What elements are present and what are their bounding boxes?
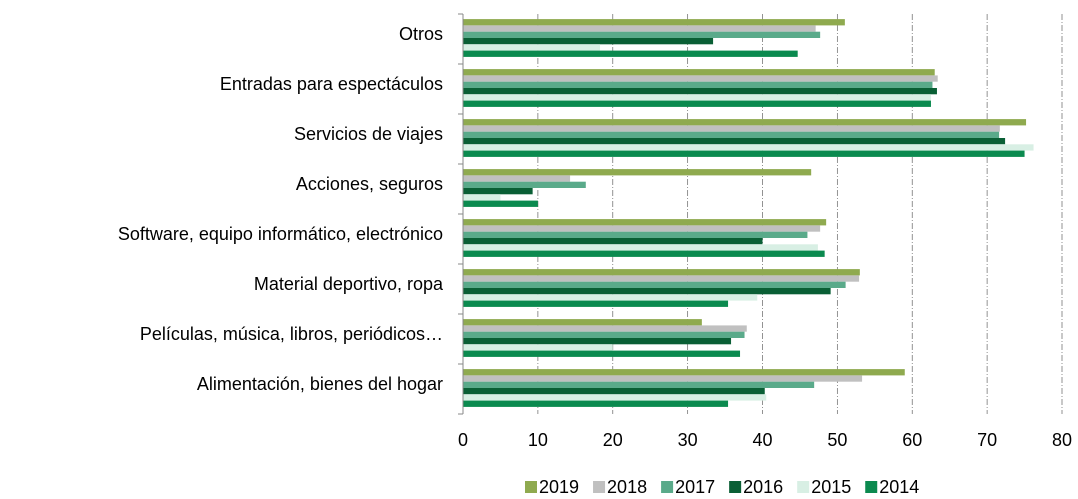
legend-label: 2017 — [675, 477, 715, 497]
legend-swatch — [865, 481, 878, 493]
legend-swatch — [729, 481, 742, 493]
bar — [463, 150, 1025, 157]
bar — [463, 250, 825, 257]
x-tick-label: 30 — [678, 430, 698, 450]
bar — [463, 25, 816, 32]
x-tick-label: 40 — [752, 430, 772, 450]
x-tick-label: 0 — [458, 430, 468, 450]
y-tick-label: Películas, música, libros, periódicos… — [140, 324, 443, 344]
bar — [463, 294, 758, 301]
bar — [463, 219, 827, 226]
bar — [463, 394, 767, 401]
y-tick-label: Alimentación, bienes del hogar — [197, 374, 443, 394]
bar — [463, 44, 601, 51]
bar — [463, 231, 808, 238]
bar — [463, 300, 729, 307]
bar — [463, 69, 935, 76]
bar — [463, 50, 798, 57]
legend-swatch — [525, 481, 537, 493]
bar — [463, 288, 831, 295]
bar — [463, 188, 533, 195]
x-tick-label: 10 — [528, 430, 548, 450]
legend-swatch — [661, 481, 674, 493]
legend-swatch — [593, 481, 606, 493]
legend-swatch — [797, 481, 810, 493]
bar — [463, 331, 745, 338]
bar — [463, 400, 729, 407]
bar — [463, 381, 815, 388]
legend-label: 2018 — [607, 477, 647, 497]
y-tick-label: Material deportivo, ropa — [254, 274, 444, 294]
bar — [463, 125, 1000, 132]
bar — [463, 325, 747, 332]
bar — [463, 94, 931, 101]
bar — [463, 369, 905, 376]
y-tick-label: Acciones, seguros — [296, 174, 443, 194]
y-tick-label: Software, equipo informático, electrónic… — [118, 224, 443, 244]
bar — [463, 338, 732, 345]
legend-label: 2015 — [811, 477, 851, 497]
bar — [463, 31, 821, 38]
bar — [463, 281, 846, 288]
bar — [463, 350, 741, 357]
y-tick-label: Entradas para espectáculos — [220, 74, 443, 94]
bar — [463, 38, 714, 45]
bar — [463, 344, 613, 351]
bar — [463, 19, 845, 26]
bar — [463, 200, 538, 207]
bar — [463, 75, 938, 82]
x-tick-label: 50 — [827, 430, 847, 450]
bar — [463, 375, 863, 382]
bar — [463, 88, 937, 95]
bar — [463, 194, 501, 201]
bar — [463, 131, 1000, 138]
legend-label: 2014 — [879, 477, 919, 497]
y-tick-label: Servicios de viajes — [294, 124, 443, 144]
bar — [463, 244, 818, 251]
bar — [463, 319, 702, 326]
bar — [463, 100, 931, 107]
bar — [463, 269, 860, 276]
bar — [463, 388, 765, 395]
x-tick-label: 60 — [902, 430, 922, 450]
bar — [463, 225, 821, 232]
bar — [463, 119, 1027, 126]
bar — [463, 275, 860, 282]
bar — [463, 175, 571, 182]
x-tick-label: 70 — [977, 430, 997, 450]
bar — [463, 81, 933, 88]
bar — [463, 169, 812, 176]
x-tick-label: 20 — [603, 430, 623, 450]
bar — [463, 181, 586, 188]
y-tick-label: Otros — [399, 24, 443, 44]
bar — [463, 144, 1034, 151]
bar — [463, 138, 1006, 145]
x-tick-label: 80 — [1052, 430, 1072, 450]
legend-label: 2016 — [743, 477, 783, 497]
bar — [463, 238, 763, 245]
legend-label: 2019 — [539, 477, 579, 497]
